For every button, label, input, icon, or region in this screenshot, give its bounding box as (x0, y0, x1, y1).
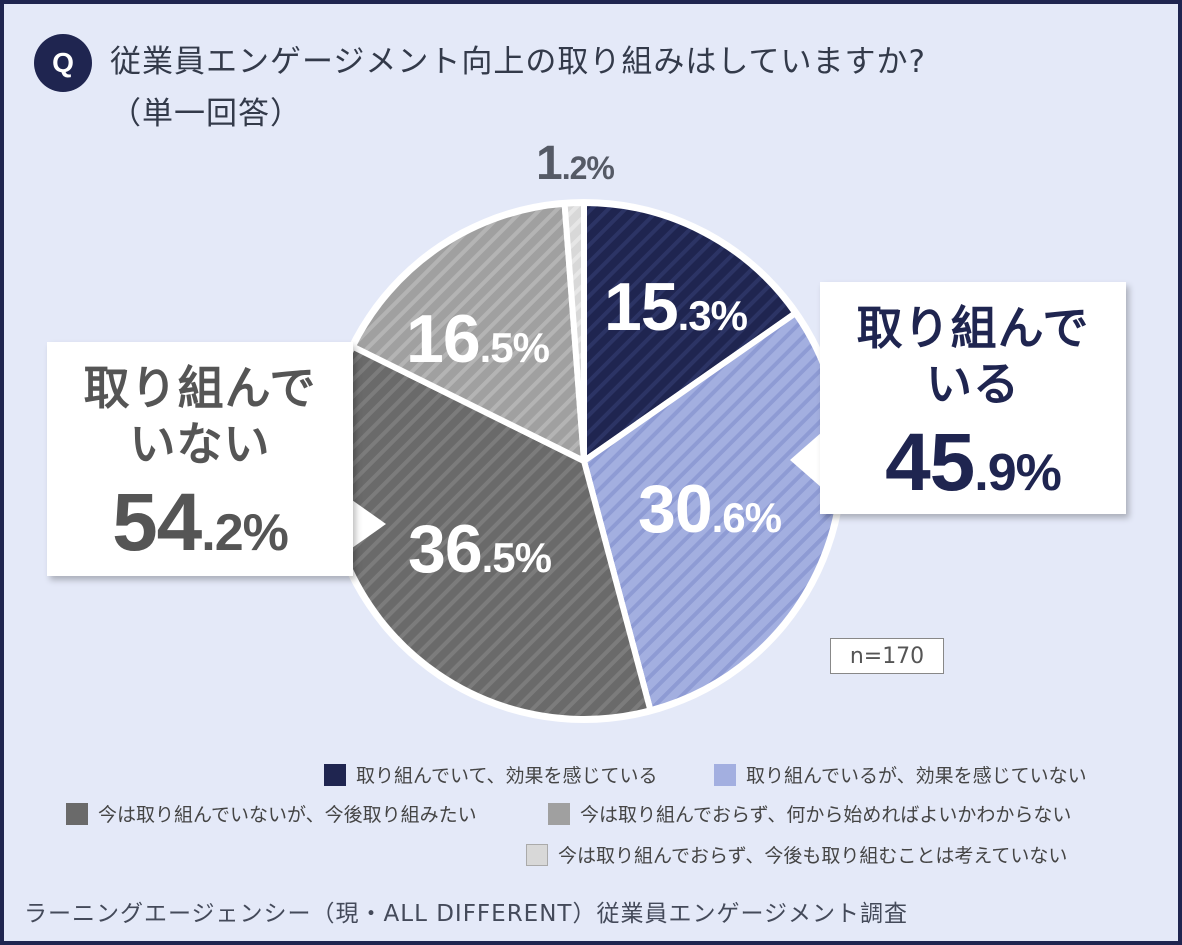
callout-doing-pointer (790, 432, 822, 488)
legend-label-2: 今は取り組んでいないが、今後取り組みたい (98, 804, 477, 826)
callout-not-doing-value: 54.2% (112, 477, 289, 568)
legend-label-3: 今は取り組んでおらず、何から始めればよいかわからない (580, 804, 1072, 826)
question-title: 従業員エンゲージメント向上の取り組みはしていますか? （単一回答） (110, 36, 926, 140)
legend-swatch-2 (66, 802, 88, 825)
legend-swatch-3 (548, 802, 570, 825)
legend-swatch-1 (714, 763, 736, 786)
question-line-2: （単一回答） (110, 96, 302, 132)
slice-label-0: 15.3% (604, 269, 748, 345)
slice-label-4: 1.2% (536, 137, 615, 190)
legend-swatch-4 (526, 843, 548, 866)
callout-doing-value: 45.9% (885, 417, 1062, 508)
source-note: ラーニングエージェンシー（現・ALL DIFFERENT）従業員エンゲージメント… (24, 901, 909, 927)
callout-doing-label: 取り組んで いる (856, 301, 1090, 411)
pie-slice-4 (561, 200, 587, 464)
legend-item-1: 取り組んでいるが、効果を感じていない (714, 761, 1087, 788)
slice-label-1: 30.6% (638, 471, 782, 547)
sample-size: n=170 (830, 638, 944, 674)
callout-not-doing: 取り組んで いない 54.2% (47, 342, 353, 576)
pie-slice-3 (349, 200, 587, 464)
legend-label-0: 取り組んでいて、効果を感じている (356, 765, 658, 787)
question-badge: Q (34, 34, 92, 92)
legend-label-4: 今は取り組んでおらず、今後も取り組むことは考えていない (558, 845, 1068, 867)
legend-item-3: 今は取り組んでおらず、何から始めればよいかわからない (548, 800, 1071, 827)
legend-item-2: 今は取り組んでいないが、今後取り組みたい (66, 800, 477, 827)
callout-not-doing-label: 取り組んで いない (83, 361, 317, 471)
callout-doing: 取り組んで いる 45.9% (820, 282, 1126, 514)
question-line-1: 従業員エンゲージメント向上の取り組みはしていますか? (110, 44, 926, 80)
legend-item-4: 今は取り組んでおらず、今後も取り組むことは考えていない (526, 841, 1067, 868)
pie-slice-0 (581, 200, 799, 464)
callout-not-doing-pointer (352, 500, 386, 548)
slice-label-2: 36.5% (408, 511, 552, 587)
legend-swatch-0 (324, 763, 346, 786)
legend-label-1: 取り組んでいるが、効果を感じていない (746, 765, 1087, 787)
slice-label-3: 16.5% (406, 301, 550, 377)
legend-item-0: 取り組んでいて、効果を感じている (324, 761, 658, 788)
